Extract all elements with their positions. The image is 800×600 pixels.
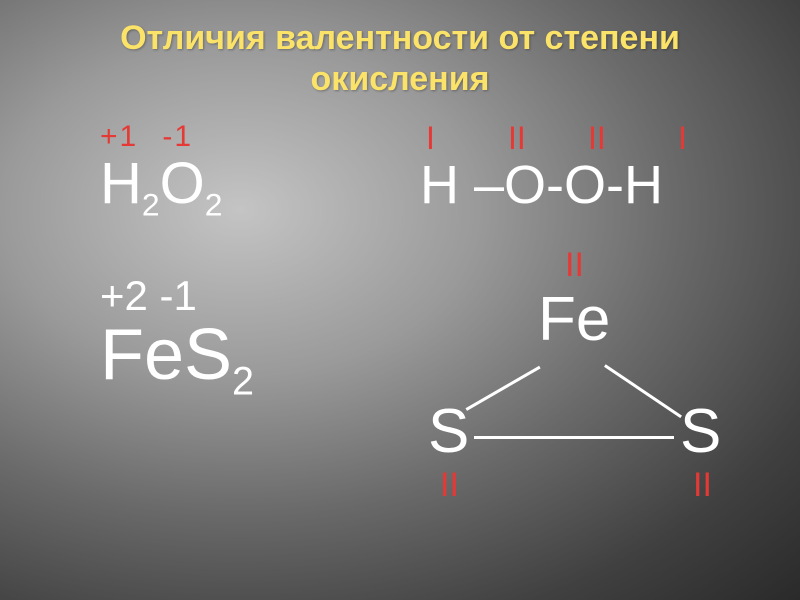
s-left: S <box>428 396 469 467</box>
val-o1: II <box>508 120 526 157</box>
title-line1: Отличия валентности от степени <box>0 18 800 59</box>
hooh-valence-row: I II II I <box>420 120 760 156</box>
fes2-fes: FeS <box>100 315 232 395</box>
bond-s-s <box>474 436 674 439</box>
val-h2: I <box>678 120 687 157</box>
fe-label: Fe <box>538 284 610 355</box>
fe-valence-top: II <box>565 246 584 285</box>
formula-fes2: FeS2 <box>100 314 380 404</box>
s-right: S <box>680 396 721 467</box>
left-column: +1 -1 H2O2 +2 -1 FeS2 <box>100 120 380 404</box>
title-line2: окисления <box>0 59 800 100</box>
structural-hooh: H –O-O-H <box>420 154 760 216</box>
fes2-diagram: II Fe S S II II <box>420 246 740 506</box>
h2o2-o: O <box>160 151 205 216</box>
right-column: I II II I H –O-O-H II Fe S S II II <box>420 120 760 506</box>
ox-o: -1 <box>162 120 193 153</box>
h2o2-oxidation-row: +1 -1 <box>100 120 380 154</box>
bond-fe-s-left <box>466 366 541 411</box>
fes2-sub: 2 <box>232 359 254 403</box>
s-valence-left: II <box>440 466 459 505</box>
val-o2: II <box>588 120 606 157</box>
fes2-oxidation: +2 -1 <box>100 272 380 320</box>
page-title: Отличия валентности от степени окисления <box>0 0 800 100</box>
h2o2-h: H <box>100 151 142 216</box>
bond-fe-s-right <box>604 364 682 418</box>
h2o2-sub2: 2 <box>205 187 223 223</box>
val-h1: I <box>426 120 435 157</box>
s-valence-right: II <box>693 466 712 505</box>
formula-h2o2: H2O2 <box>100 150 380 224</box>
h2o2-sub1: 2 <box>142 187 160 223</box>
ox-h: +1 <box>100 120 152 154</box>
